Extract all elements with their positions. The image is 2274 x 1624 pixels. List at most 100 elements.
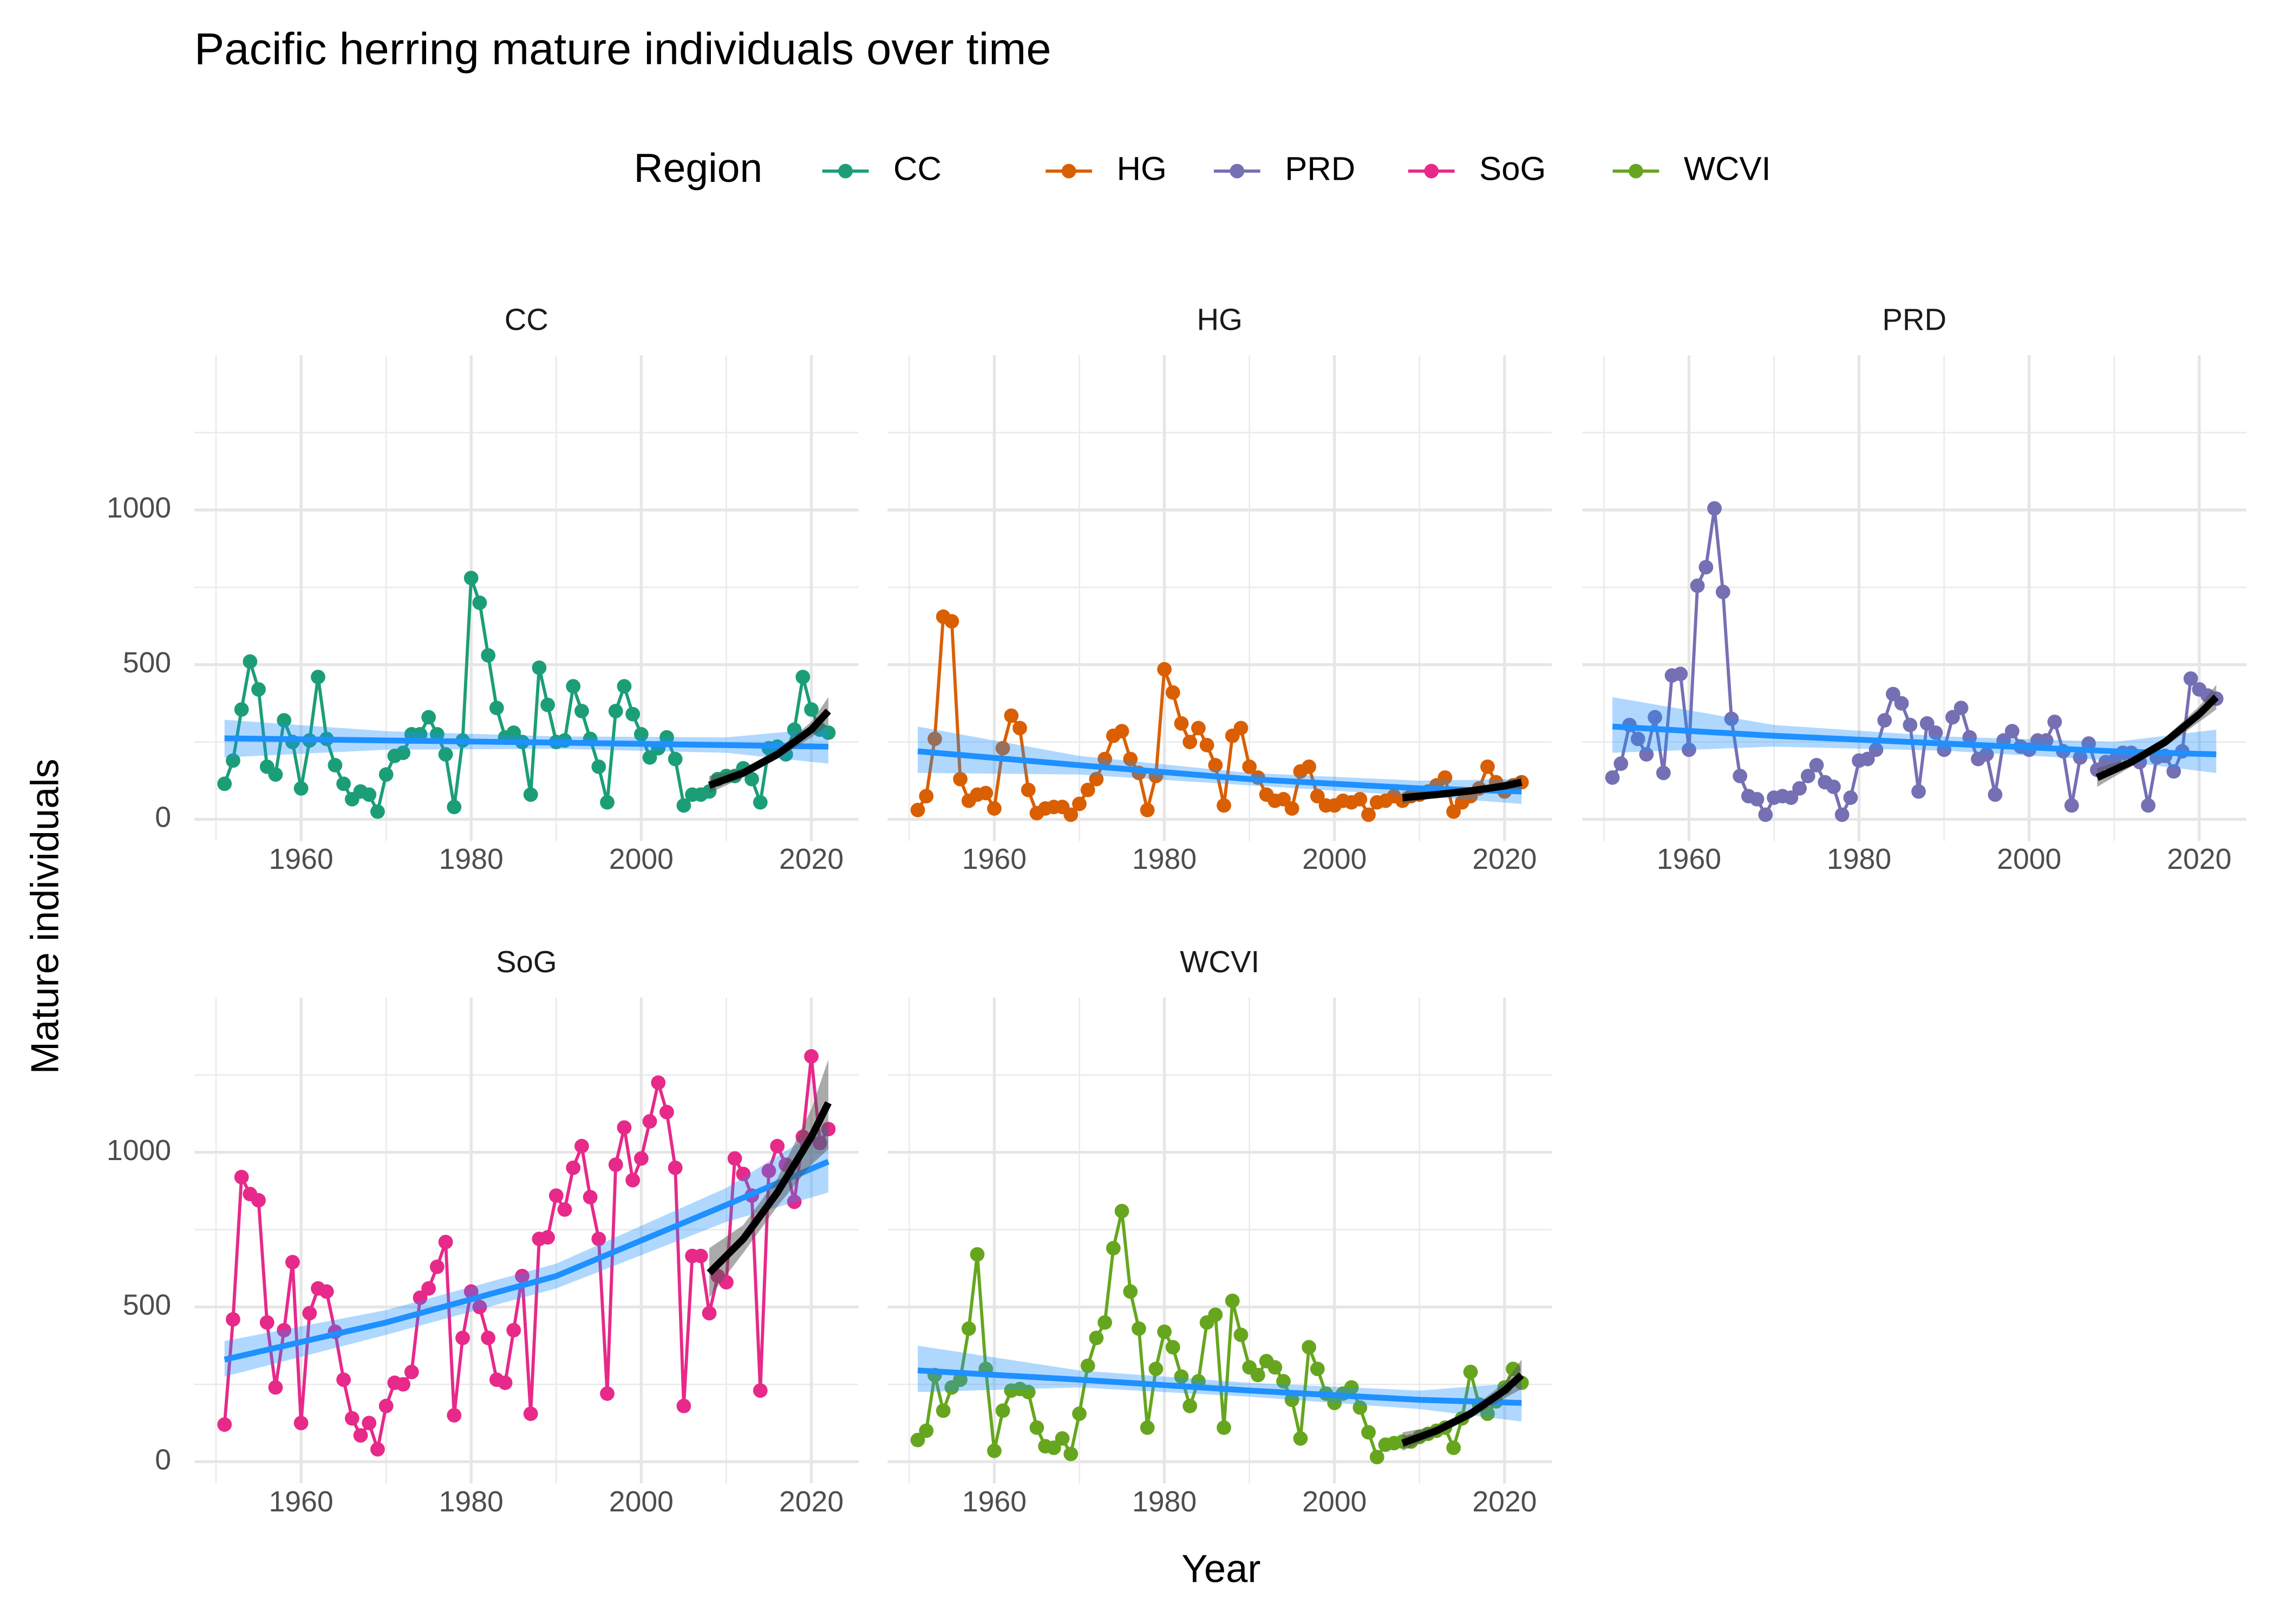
strip-label: CC (505, 303, 548, 337)
data-point (293, 781, 309, 796)
data-point (217, 776, 232, 791)
data-point (2166, 764, 2181, 779)
data-point (396, 745, 410, 761)
data-point (1250, 1367, 1265, 1383)
data-point (668, 751, 683, 767)
x-tick-label: 2020 (1472, 843, 1537, 875)
data-point (1114, 724, 1129, 739)
data-point (574, 704, 589, 718)
data-point (506, 725, 521, 740)
data-point (1199, 738, 1214, 752)
data-point (1072, 1406, 1087, 1421)
x-tick-label: 1960 (962, 1486, 1027, 1518)
data-point (591, 1232, 606, 1247)
data-point (1809, 758, 1824, 772)
data-point (1174, 716, 1189, 731)
data-point (702, 1306, 717, 1321)
data-point (919, 1423, 934, 1438)
data-point (421, 1281, 436, 1296)
data-point (319, 1284, 334, 1299)
data-point (770, 1138, 785, 1154)
data-point (987, 1443, 1002, 1458)
data-point (1945, 710, 1960, 725)
data-point (1132, 1321, 1146, 1336)
trend-line (1402, 778, 1522, 802)
data-point (1140, 803, 1155, 817)
data-point (1352, 792, 1368, 807)
data-point (1843, 790, 1858, 805)
trend-ribbon (1612, 697, 2217, 773)
data-point (1165, 1340, 1180, 1355)
data-point (676, 798, 691, 813)
x-tick-label: 1960 (962, 843, 1027, 875)
data-point (1302, 1340, 1317, 1355)
data-point (910, 1432, 925, 1448)
data-point (413, 1290, 428, 1305)
data-point (566, 679, 581, 694)
data-point (1165, 685, 1180, 700)
strip-label: WCVI (1180, 945, 1259, 979)
trend-line (707, 1101, 832, 1276)
x-tick-label: 1980 (439, 1486, 504, 1518)
data-point (2004, 724, 2020, 739)
data-point (633, 1151, 649, 1166)
data-point (600, 795, 615, 810)
data-point (1046, 1440, 1061, 1455)
strip-label: PRD (1882, 303, 1946, 337)
data-point (489, 700, 504, 716)
data-point (268, 1380, 283, 1395)
data-point (1979, 747, 1994, 762)
data-point (378, 767, 394, 782)
x-tick-label: 2020 (1472, 1486, 1537, 1518)
data-point (243, 654, 258, 669)
data-point (1114, 1203, 1129, 1219)
data-point (987, 801, 1002, 816)
data-point (362, 1416, 377, 1431)
data-point (1157, 1324, 1172, 1339)
data-point (625, 1173, 641, 1188)
data-point (1673, 666, 1688, 682)
data-point (1868, 742, 1884, 757)
data-point (1191, 721, 1206, 736)
data-point (438, 1234, 453, 1249)
data-point (362, 787, 377, 802)
data-point (1217, 1420, 1231, 1435)
data-point (978, 785, 994, 801)
data-point (429, 726, 445, 742)
data-point (642, 750, 657, 765)
data-point (995, 1403, 1010, 1418)
legend-key-point (1629, 163, 1643, 179)
data-point (481, 648, 496, 663)
data-point (953, 1372, 968, 1387)
data-point (548, 1188, 564, 1203)
data-point (378, 1398, 394, 1413)
data-point (234, 702, 249, 717)
trend-line (708, 708, 831, 789)
data-point (217, 1417, 232, 1432)
data-point (2073, 750, 2088, 765)
data-point (472, 595, 487, 610)
data-point (1877, 713, 1892, 728)
data-point (1276, 792, 1291, 807)
data-point (1919, 716, 1935, 731)
data-point (1021, 782, 1036, 797)
data-point (1233, 721, 1249, 736)
data-point (1208, 758, 1223, 772)
data-point (311, 670, 325, 685)
trend-line (917, 1367, 1522, 1406)
data-point (591, 759, 606, 774)
data-point (2064, 798, 2079, 813)
data-point (523, 1406, 538, 1421)
trend-line (224, 1158, 830, 1363)
data-point (633, 726, 649, 742)
data-point (344, 1411, 360, 1426)
data-point (1749, 792, 1765, 807)
y-tick-label: 1000 (107, 492, 171, 524)
data-point (1446, 1440, 1461, 1455)
data-point (1656, 765, 1671, 781)
data-point (995, 741, 1010, 756)
data-point (1962, 730, 1977, 745)
panel: WCVI 1960 1980 2000 2020 (887, 945, 1552, 1518)
data-point (336, 1372, 351, 1387)
x-tick-label: 2020 (779, 843, 844, 875)
